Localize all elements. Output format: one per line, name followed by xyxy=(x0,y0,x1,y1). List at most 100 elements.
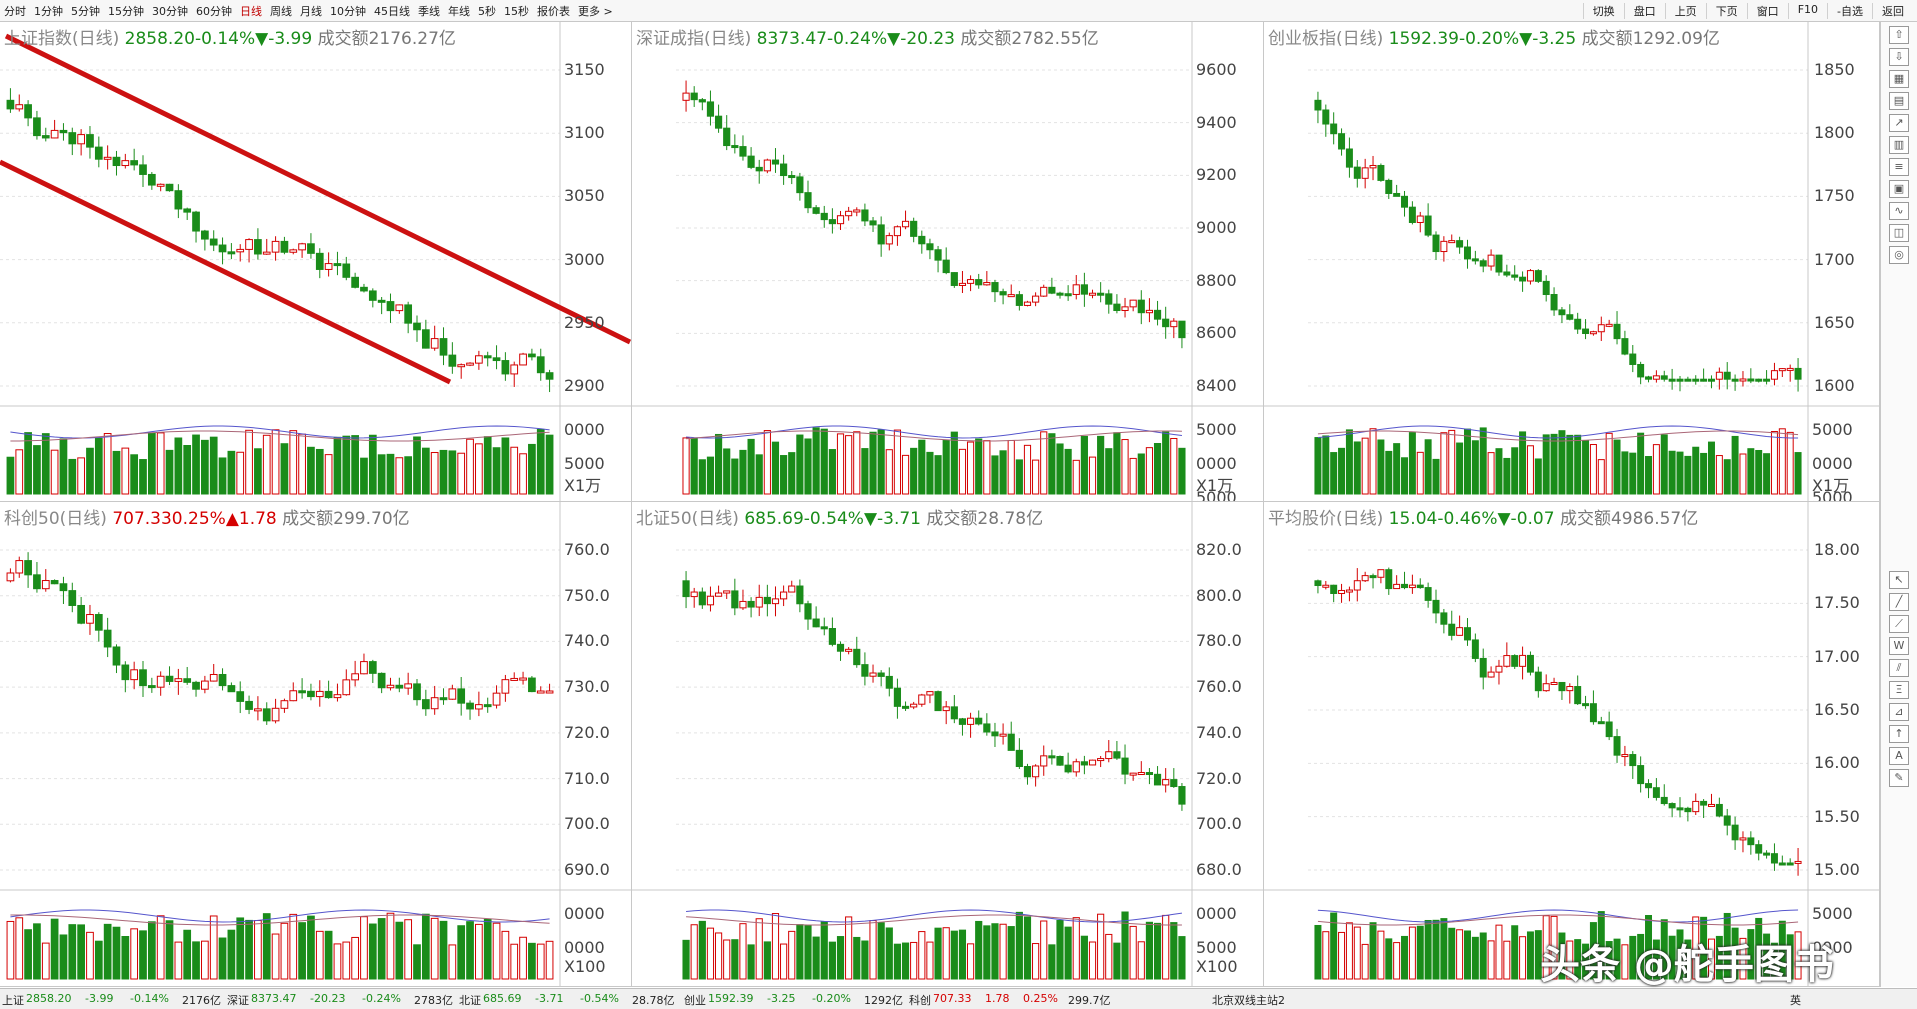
period-tab[interactable]: 季线 xyxy=(418,5,440,18)
zoom-out-icon[interactable]: ⇩ xyxy=(1889,48,1909,66)
volume-bar xyxy=(421,447,430,495)
toolbar-button[interactable]: F10 xyxy=(1787,3,1827,19)
panel-amount: 2176.27亿 xyxy=(368,29,456,49)
status-quote: 0.25% xyxy=(1023,992,1058,1005)
candle xyxy=(147,173,156,186)
table-icon[interactable]: ▦ xyxy=(1889,70,1909,88)
volume-axis-label: 0000 xyxy=(564,904,605,923)
candle xyxy=(1786,862,1794,866)
volume-bar xyxy=(1178,936,1186,980)
index-chart-panel[interactable]: 平均股价(日线) 15.04-0.46%▼-0.07 成交额4986.57亿 18… xyxy=(1264,502,1880,987)
period-tab[interactable]: 10分钟 xyxy=(330,5,366,18)
arrow-up-icon[interactable]: ↑ xyxy=(1889,725,1909,743)
fibonacci-icon[interactable]: Ξ xyxy=(1889,681,1909,699)
candle xyxy=(298,690,306,694)
price-axis-label: 710.0 xyxy=(564,768,610,788)
period-tab[interactable]: 报价表 xyxy=(537,5,570,18)
candle xyxy=(836,643,845,652)
price-axis-label: 9200 xyxy=(1196,165,1237,185)
volume-bar xyxy=(545,940,554,980)
index-chart-panel[interactable]: 上证指数(日线) 2858.20-0.14%▼-3.99 成交额2176.27亿… xyxy=(0,22,632,502)
index-chart-panel[interactable]: 科创50(日线) 707.330.25%▲1.78 成交额299.70亿 760.… xyxy=(0,502,632,987)
volume-bar xyxy=(439,920,448,980)
volume-axis-label: 5000 xyxy=(564,454,605,473)
period-tab[interactable]: 日线 xyxy=(240,5,262,18)
volume-bar xyxy=(836,433,845,495)
period-tab[interactable]: 5分钟 xyxy=(71,5,100,18)
panel-price: 15.04 xyxy=(1388,509,1438,529)
indicator-icon[interactable]: ∿ xyxy=(1889,202,1909,220)
volume-axis-label: 0000 xyxy=(564,420,605,439)
volume-bar xyxy=(368,434,377,495)
volume-bar xyxy=(1032,459,1040,495)
draw-line-icon[interactable]: ╱ xyxy=(1889,593,1909,611)
toolbar-button[interactable]: 窗口 xyxy=(1746,3,1788,19)
candle xyxy=(1550,681,1558,685)
toolbar-button[interactable]: 上页 xyxy=(1664,3,1706,19)
candle xyxy=(1471,258,1479,262)
period-tab[interactable]: 15秒 xyxy=(504,5,529,18)
line-chart-icon[interactable]: ↗ xyxy=(1889,114,1909,132)
index-chart-panel[interactable]: 深证成指(日线) 8373.47-0.24%▼-20.23 成交额2782.55… xyxy=(632,22,1264,502)
period-tab[interactable]: 更多 > xyxy=(578,5,613,18)
candle xyxy=(1763,852,1771,856)
index-chart-panel[interactable]: 北证50(日线) 685.69-0.54%▼-3.71 成交额28.78亿 820… xyxy=(632,502,1264,987)
volume-bar xyxy=(147,921,156,980)
candle xyxy=(368,290,377,301)
status-quote: 深证 xyxy=(227,994,249,1007)
ime-indicator[interactable]: 英 xyxy=(1790,994,1801,1007)
candle xyxy=(1056,756,1064,766)
candle xyxy=(1534,270,1542,282)
window-icon[interactable]: ◫ xyxy=(1889,224,1909,242)
index-chart-panel[interactable]: 创业板指(日线) 1592.39-0.20%▼-3.25 成交额1292.09亿… xyxy=(1264,22,1880,502)
candle xyxy=(1747,378,1755,382)
zoom-in-icon[interactable]: ⇧ xyxy=(1889,26,1909,44)
period-tab[interactable]: 45日线 xyxy=(374,5,410,18)
period-tab[interactable]: 30分钟 xyxy=(152,5,188,18)
gann-icon[interactable]: ⊿ xyxy=(1889,703,1909,721)
wave-icon[interactable]: W xyxy=(1889,637,1909,655)
toolbar-button[interactable]: 返回 xyxy=(1872,3,1913,19)
volume-bar xyxy=(1566,434,1574,495)
candle xyxy=(1330,123,1338,135)
period-tab[interactable]: 分时 xyxy=(4,5,26,18)
panel-period: (日线) xyxy=(704,29,757,49)
grid-icon[interactable]: ▤ xyxy=(1889,92,1909,110)
text-icon[interactable]: A xyxy=(1889,747,1909,765)
candle xyxy=(1723,371,1731,380)
period-tab[interactable]: 1分钟 xyxy=(34,5,63,18)
candle xyxy=(41,135,50,139)
period-tab[interactable]: 周线 xyxy=(270,5,292,18)
candle xyxy=(1660,375,1668,380)
bar-chart-icon[interactable]: ▥ xyxy=(1889,136,1909,154)
cursor-icon[interactable]: ↖ xyxy=(1889,571,1909,589)
toolbar-button[interactable]: 下页 xyxy=(1705,3,1747,19)
volume-bar xyxy=(130,928,139,980)
candle xyxy=(1129,772,1137,776)
info-icon[interactable]: ◎ xyxy=(1889,246,1909,264)
toolbar-button[interactable]: 切换 xyxy=(1582,3,1624,19)
volume-ma-line xyxy=(1317,430,1799,442)
ray-icon[interactable]: ⟋ xyxy=(1889,615,1909,633)
candle xyxy=(1153,773,1162,786)
period-tab[interactable]: 60分钟 xyxy=(196,5,232,18)
period-tab[interactable]: 月线 xyxy=(300,5,322,18)
period-tab[interactable]: 5秒 xyxy=(478,5,496,18)
candle xyxy=(1637,765,1645,785)
candle xyxy=(183,208,192,213)
layout-icon[interactable]: ▣ xyxy=(1889,180,1909,198)
candle xyxy=(804,603,812,620)
note-icon[interactable]: ✎ xyxy=(1889,769,1909,787)
candle xyxy=(94,146,103,160)
channel-icon[interactable]: ⫽ xyxy=(1889,659,1909,677)
volume-bar xyxy=(1408,432,1416,495)
candlestick-chart xyxy=(1264,502,1879,986)
candle xyxy=(1692,800,1700,813)
period-tab[interactable]: 年线 xyxy=(448,5,470,18)
volume-bar xyxy=(41,942,50,980)
toolbar-button[interactable]: -自选 xyxy=(1827,3,1872,19)
volume-bar xyxy=(1723,912,1731,980)
list-icon[interactable]: ≡ xyxy=(1889,158,1909,176)
period-tab[interactable]: 15分钟 xyxy=(108,5,144,18)
toolbar-button[interactable]: 盘口 xyxy=(1623,3,1665,19)
